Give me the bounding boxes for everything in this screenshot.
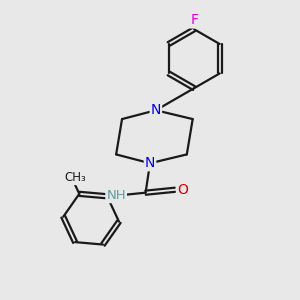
Text: F: F: [190, 14, 198, 27]
Text: O: O: [177, 183, 188, 197]
Text: N: N: [145, 156, 155, 170]
Text: CH₃: CH₃: [64, 171, 86, 184]
Text: NH: NH: [106, 189, 126, 202]
Text: N: N: [151, 103, 161, 117]
